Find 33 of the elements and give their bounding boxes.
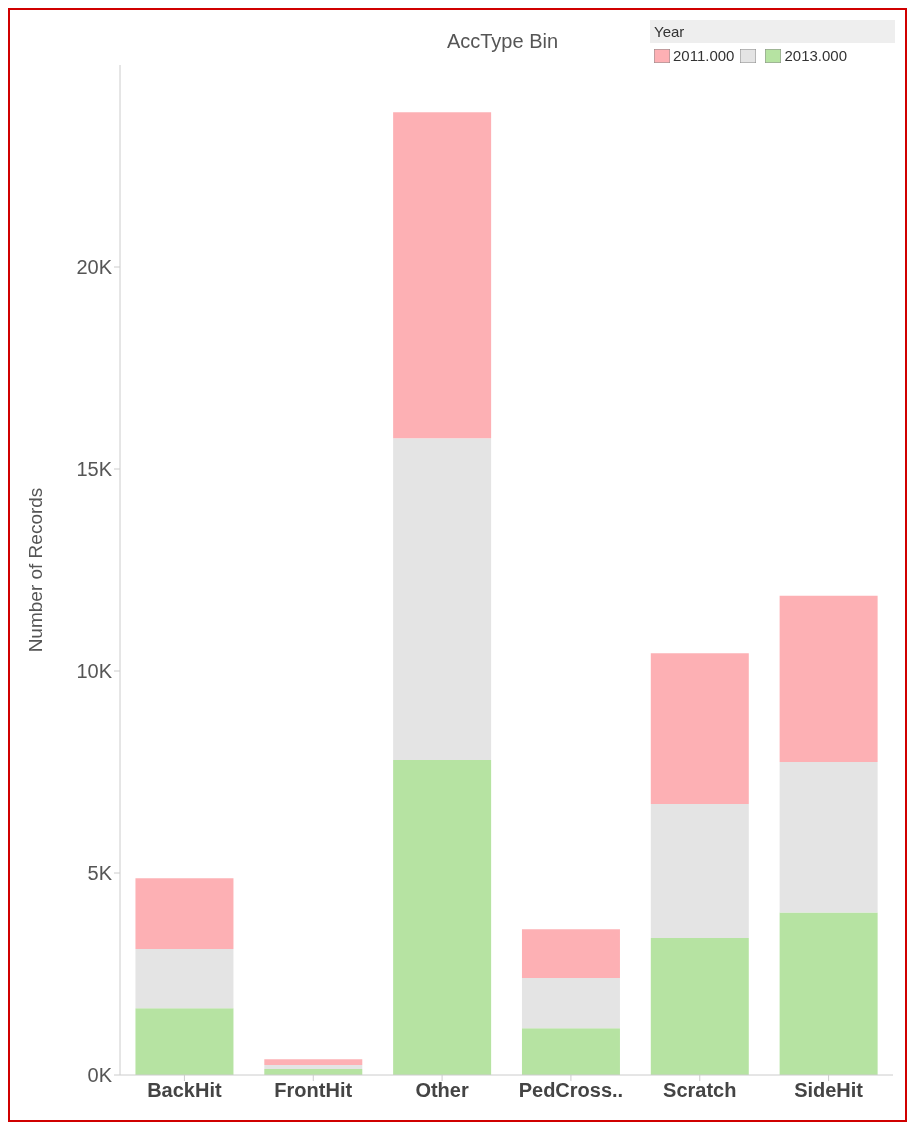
bar <box>135 878 234 949</box>
bar <box>393 112 492 439</box>
legend-label: 2011.000 <box>673 47 735 64</box>
x-tick-label: SideHit <box>794 1079 864 1102</box>
x-tick-label: Scratch <box>663 1079 737 1102</box>
y-tick-label: 5K <box>87 862 113 885</box>
bar <box>264 1064 363 1069</box>
y-tick-label: 20K <box>76 256 113 279</box>
bar <box>393 759 492 1075</box>
legend-title: Year <box>650 20 895 43</box>
bar <box>264 1059 363 1065</box>
bar <box>779 912 878 1075</box>
y-tick-label: 10K <box>76 660 113 683</box>
bar <box>779 761 878 913</box>
legend-label: 2013.000 <box>784 47 848 64</box>
bar <box>650 938 749 1075</box>
bar <box>135 948 234 1009</box>
x-tick-label: PedCross.. <box>518 1079 624 1102</box>
bar <box>393 438 492 760</box>
bar <box>521 929 620 979</box>
y-axis-title: Number of Records <box>24 487 46 653</box>
bar <box>650 653 749 804</box>
bar <box>521 1028 620 1075</box>
bar <box>521 978 620 1029</box>
x-tick-label: BackHit <box>147 1079 222 1102</box>
bar <box>650 803 749 939</box>
chart-title: AccType Bin <box>446 30 559 52</box>
x-tick-label: FrontHit <box>274 1079 353 1102</box>
x-tick-label: Other <box>415 1079 469 1102</box>
y-tick-label: 0K <box>87 1064 113 1087</box>
y-tick-label: 15K <box>76 458 113 481</box>
bar <box>135 1008 234 1075</box>
bar <box>779 595 878 762</box>
